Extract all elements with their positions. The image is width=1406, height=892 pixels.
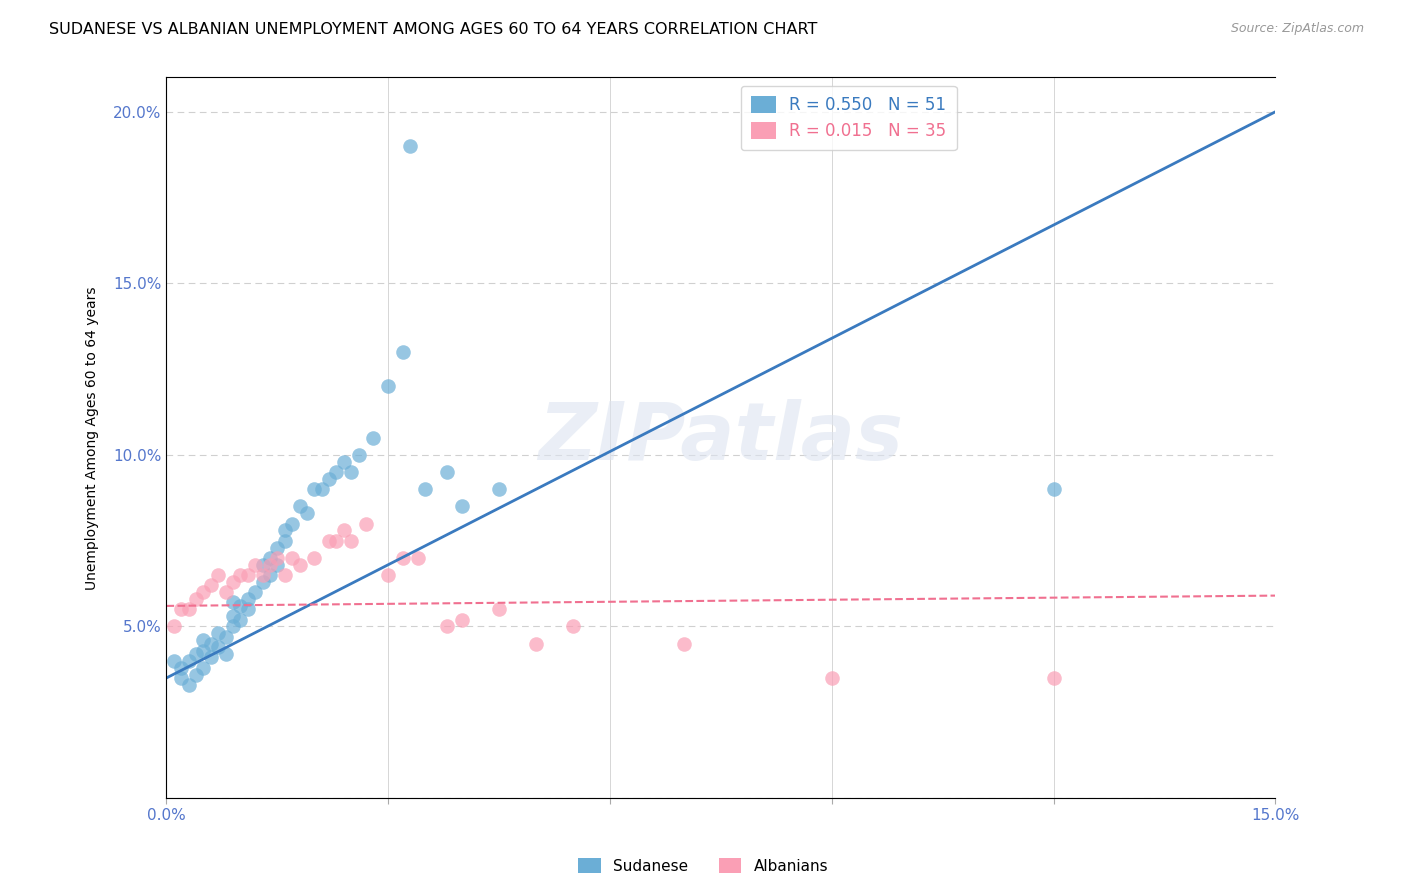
Point bbox=[281, 516, 304, 531]
Point bbox=[207, 626, 229, 640]
Point bbox=[177, 654, 200, 668]
Point bbox=[170, 671, 193, 685]
Point bbox=[266, 550, 288, 565]
Point bbox=[259, 568, 281, 582]
Point bbox=[672, 637, 695, 651]
Point bbox=[281, 550, 304, 565]
Point bbox=[170, 661, 193, 675]
Point bbox=[436, 465, 458, 479]
Legend: R = 0.550   N = 51, R = 0.015   N = 35: R = 0.550 N = 51, R = 0.015 N = 35 bbox=[741, 86, 956, 151]
Point bbox=[193, 633, 215, 648]
Point bbox=[340, 533, 363, 548]
Point bbox=[325, 465, 347, 479]
Point bbox=[451, 613, 474, 627]
Point bbox=[562, 619, 585, 633]
Point bbox=[304, 550, 326, 565]
Point bbox=[266, 558, 288, 572]
Point bbox=[524, 637, 547, 651]
Point bbox=[377, 568, 399, 582]
Point bbox=[229, 613, 252, 627]
Point bbox=[193, 585, 215, 599]
Point bbox=[222, 595, 245, 609]
Point bbox=[163, 619, 186, 633]
Point bbox=[318, 533, 340, 548]
Point bbox=[363, 431, 385, 445]
Point bbox=[184, 667, 207, 681]
Point bbox=[392, 345, 415, 359]
Point bbox=[193, 643, 215, 657]
Point bbox=[193, 661, 215, 675]
Point bbox=[821, 671, 844, 685]
Point bbox=[229, 599, 252, 613]
Point bbox=[236, 592, 259, 607]
Point bbox=[488, 602, 510, 616]
Point bbox=[252, 558, 274, 572]
Point bbox=[311, 482, 333, 496]
Point bbox=[214, 630, 236, 644]
Y-axis label: Unemployment Among Ages 60 to 64 years: Unemployment Among Ages 60 to 64 years bbox=[86, 286, 100, 590]
Point bbox=[184, 592, 207, 607]
Point bbox=[274, 533, 297, 548]
Point bbox=[333, 455, 356, 469]
Point bbox=[451, 500, 474, 514]
Point bbox=[413, 482, 436, 496]
Point bbox=[214, 647, 236, 661]
Point bbox=[170, 602, 193, 616]
Point bbox=[1042, 482, 1064, 496]
Point bbox=[436, 619, 458, 633]
Point bbox=[252, 574, 274, 589]
Point bbox=[288, 558, 311, 572]
Point bbox=[318, 472, 340, 486]
Point bbox=[222, 619, 245, 633]
Point bbox=[214, 585, 236, 599]
Point bbox=[184, 647, 207, 661]
Text: ZIPatlas: ZIPatlas bbox=[538, 399, 904, 476]
Point bbox=[243, 585, 266, 599]
Point bbox=[325, 533, 347, 548]
Point bbox=[354, 516, 377, 531]
Point bbox=[200, 637, 222, 651]
Point bbox=[392, 550, 415, 565]
Point bbox=[488, 482, 510, 496]
Point bbox=[406, 550, 429, 565]
Point bbox=[207, 568, 229, 582]
Point bbox=[222, 574, 245, 589]
Point bbox=[229, 568, 252, 582]
Point bbox=[163, 654, 186, 668]
Point bbox=[266, 541, 288, 555]
Point bbox=[1042, 671, 1064, 685]
Point bbox=[340, 465, 363, 479]
Point bbox=[200, 578, 222, 592]
Point bbox=[200, 650, 222, 665]
Point bbox=[207, 640, 229, 654]
Point bbox=[177, 678, 200, 692]
Point bbox=[377, 379, 399, 393]
Text: Source: ZipAtlas.com: Source: ZipAtlas.com bbox=[1230, 22, 1364, 36]
Point bbox=[177, 602, 200, 616]
Point bbox=[304, 482, 326, 496]
Legend: Sudanese, Albanians: Sudanese, Albanians bbox=[572, 852, 834, 880]
Point bbox=[399, 139, 422, 153]
Point bbox=[288, 500, 311, 514]
Point bbox=[252, 568, 274, 582]
Point bbox=[259, 550, 281, 565]
Point bbox=[222, 609, 245, 624]
Point bbox=[243, 558, 266, 572]
Point bbox=[259, 558, 281, 572]
Point bbox=[295, 506, 318, 520]
Point bbox=[236, 568, 259, 582]
Point bbox=[274, 524, 297, 538]
Text: SUDANESE VS ALBANIAN UNEMPLOYMENT AMONG AGES 60 TO 64 YEARS CORRELATION CHART: SUDANESE VS ALBANIAN UNEMPLOYMENT AMONG … bbox=[49, 22, 817, 37]
Point bbox=[274, 568, 297, 582]
Point bbox=[236, 602, 259, 616]
Point bbox=[347, 448, 370, 462]
Point bbox=[333, 524, 356, 538]
